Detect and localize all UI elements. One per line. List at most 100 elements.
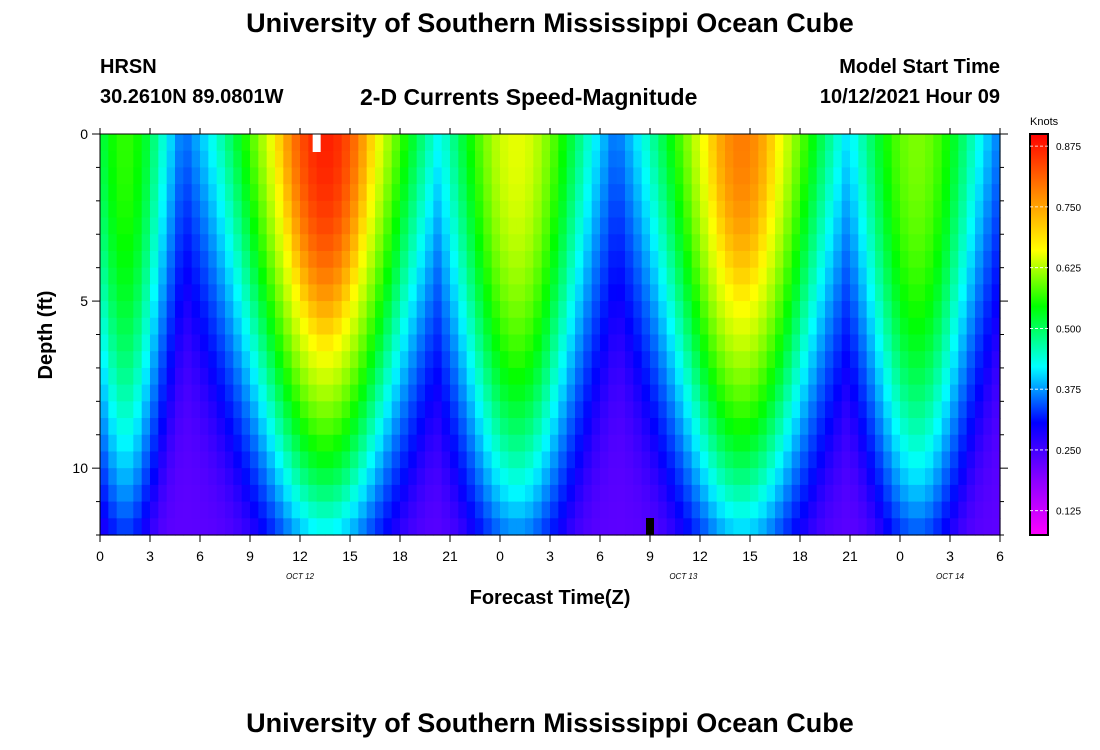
heatmap-cell (900, 284, 909, 302)
heatmap-cell (558, 284, 568, 302)
heatmap-cell (325, 150, 334, 169)
heatmap-cell (550, 484, 559, 503)
heatmap-cell (541, 267, 551, 285)
heatmap-cell (158, 451, 168, 469)
heatmap-cell (516, 301, 526, 319)
heatmap-cell (250, 167, 259, 185)
heatmap-cell (316, 317, 326, 336)
heatmap-cell (483, 250, 493, 269)
heatmap-cell (283, 284, 293, 302)
heatmap-cell (591, 301, 601, 319)
heatmap-cell (908, 267, 918, 285)
heatmap-cell (483, 217, 493, 235)
heatmap-cell (216, 234, 226, 252)
heatmap-cell (291, 317, 301, 336)
heatmap-cell (583, 351, 593, 369)
heatmap-cell (208, 184, 218, 202)
heatmap-cell (508, 518, 518, 536)
heatmap-cell (275, 434, 284, 453)
heatmap-cell (558, 301, 568, 319)
heatmap-cell (508, 134, 518, 152)
heatmap-cell (375, 167, 384, 185)
heatmap-cell (408, 351, 418, 369)
heatmap-cell (891, 267, 901, 285)
heatmap-cell (325, 518, 334, 536)
heatmap-cell (950, 334, 959, 352)
heatmap-cell (725, 234, 734, 252)
heatmap-cell (416, 234, 426, 252)
heatmap-cell (808, 167, 818, 185)
heatmap-cell (566, 451, 576, 469)
heatmap-cell (325, 200, 334, 219)
heatmap-cell (866, 200, 876, 219)
heatmap-cell (941, 217, 951, 235)
heatmap-cell (291, 284, 301, 302)
heatmap-cell (341, 317, 351, 336)
heatmap-cell (758, 518, 768, 536)
heatmap-cell (825, 384, 834, 402)
heatmap-cell (291, 167, 301, 185)
heatmap-cell (883, 434, 893, 453)
heatmap-cell (250, 217, 259, 235)
heatmap-cell (458, 167, 468, 185)
heatmap-cell (408, 434, 418, 453)
heatmap-cell (383, 134, 393, 152)
heatmap-cell (116, 468, 126, 486)
heatmap-cell (533, 184, 543, 202)
heatmap-cell (200, 434, 209, 453)
heatmap-cell (666, 434, 676, 453)
heatmap-cell (608, 284, 618, 302)
heatmap-cell (825, 484, 834, 503)
heatmap-cell (600, 317, 609, 336)
heatmap-cell (708, 184, 718, 202)
heatmap-cell (783, 217, 793, 235)
heatmap-cell (641, 200, 651, 219)
heatmap-cell (325, 451, 334, 469)
heatmap-cell (633, 234, 643, 252)
heatmap-cell (883, 418, 893, 436)
heatmap-cell (650, 284, 659, 302)
heatmap-cell (300, 150, 309, 169)
heatmap-cell (541, 301, 551, 319)
heatmap-cell (766, 401, 776, 419)
heatmap-cell (458, 317, 468, 336)
heatmap-cell (566, 234, 576, 252)
heatmap-cell (975, 217, 984, 235)
heatmap-cell (475, 267, 484, 285)
heatmap-cell (366, 518, 376, 536)
heatmap-cell (558, 468, 568, 486)
heatmap-cell (508, 418, 518, 436)
heatmap-cell (225, 434, 234, 453)
heatmap-cell (658, 434, 668, 453)
heatmap-cell (533, 434, 543, 453)
heatmap-cell (925, 134, 934, 152)
heatmap-cell (291, 367, 301, 386)
heatmap-cell (941, 451, 951, 469)
heatmap-cell (441, 134, 451, 152)
heatmap-cell (466, 267, 476, 285)
heatmap-cell (658, 317, 668, 336)
heatmap-cell (208, 217, 218, 235)
heatmap-cell (750, 367, 759, 386)
heatmap-cell (316, 184, 326, 202)
heatmap-cell (308, 451, 318, 469)
heatmap-cell (166, 434, 176, 453)
heatmap-cell (975, 284, 984, 302)
heatmap-cell (783, 184, 793, 202)
heatmap-cell (208, 468, 218, 486)
heatmap-cell (700, 468, 709, 486)
heatmap-cell (416, 434, 426, 453)
heatmap-cell (725, 367, 734, 386)
heatmap-cell (108, 234, 118, 252)
heatmap-cell (275, 518, 284, 536)
heatmap-cell (500, 301, 509, 319)
heatmap-cell (350, 134, 359, 152)
heatmap-cell (416, 217, 426, 235)
heatmap-cell (766, 367, 776, 386)
heatmap-cell (283, 250, 293, 269)
heatmap-cell (475, 184, 484, 202)
heatmap-cell (175, 150, 184, 169)
x-tick-label: 0 (96, 548, 104, 564)
heatmap-cell (166, 134, 176, 152)
heatmap-cell (725, 501, 734, 519)
